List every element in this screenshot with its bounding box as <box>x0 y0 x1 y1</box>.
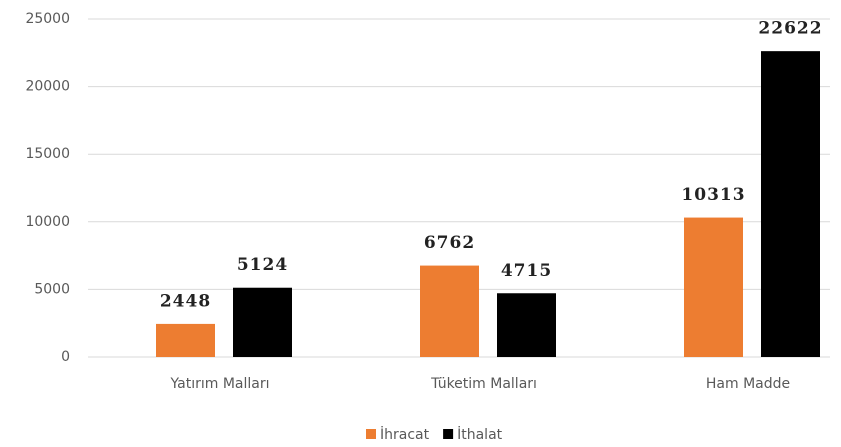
value-label: 22622 <box>758 19 822 39</box>
bar <box>684 217 743 357</box>
y-tick-label: 25000 <box>25 11 70 27</box>
value-label: 6762 <box>424 233 475 253</box>
y-tick-label: 10000 <box>25 214 70 230</box>
y-tick-label: 20000 <box>25 79 70 95</box>
y-tick-label: 0 <box>61 349 70 365</box>
x-tick-label: Yatırım Malları <box>170 376 270 392</box>
legend-swatch <box>443 429 454 439</box>
value-label: 10313 <box>681 185 745 205</box>
bar <box>233 287 292 357</box>
bar <box>420 265 479 357</box>
bar <box>497 293 556 357</box>
x-tick-label: Tüketim Malları <box>430 376 537 392</box>
bar <box>156 323 215 357</box>
bar <box>761 51 820 357</box>
value-label: 4715 <box>501 261 552 281</box>
legend-label: İhracat <box>380 425 430 443</box>
y-tick-label: 15000 <box>25 146 70 162</box>
legend-label: İthalat <box>457 425 503 443</box>
legend-swatch <box>366 429 376 439</box>
value-label: 5124 <box>237 255 288 275</box>
y-tick-label: 5000 <box>34 281 70 297</box>
x-tick-label: Ham Madde <box>706 376 790 392</box>
value-label: 2448 <box>160 291 211 311</box>
